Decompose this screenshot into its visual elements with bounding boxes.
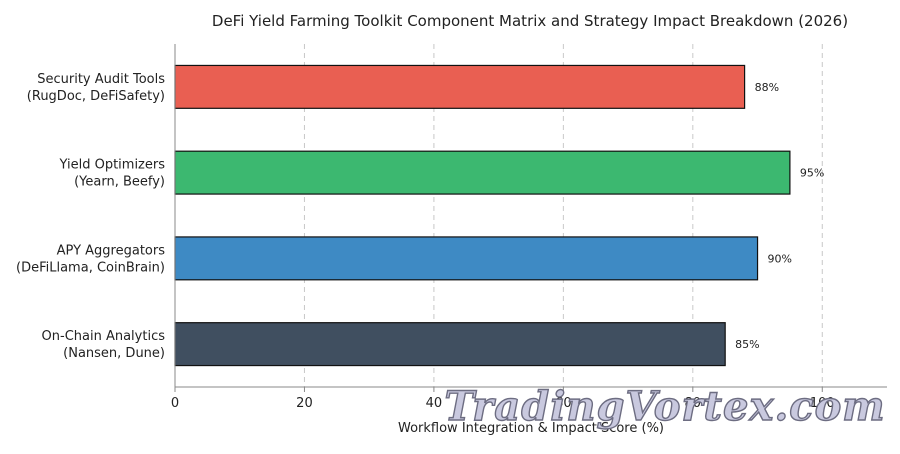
x-tick-label: 80 xyxy=(685,396,702,411)
x-tick-label: 100 xyxy=(810,396,835,411)
category-label-line: APY Aggregators xyxy=(57,243,166,258)
axes-layer: Security Audit Tools (RugDoc, DeFiSafety)… xyxy=(16,44,887,411)
category-label: Security Audit Tools (RugDoc, DeFiSafety) xyxy=(27,72,165,104)
category-label-line: (Nansen, Dune) xyxy=(63,346,165,361)
category-label-line: On-Chain Analytics xyxy=(42,329,166,344)
x-axis-label: Workflow Integration & Impact Score (%) xyxy=(398,421,664,436)
watermark-text: TradingVortex.com xyxy=(444,383,885,430)
x-tick-label: 0 xyxy=(171,396,179,411)
bar xyxy=(174,236,759,281)
x-tick-label: 60 xyxy=(555,396,572,411)
bars-layer: 88% 95% 90% 85% xyxy=(174,64,824,367)
data-label: 90% xyxy=(768,252,792,265)
chart-title: DeFi Yield Farming Toolkit Component Mat… xyxy=(212,12,848,30)
category-label-line: Security Audit Tools xyxy=(37,72,165,87)
x-tick-label: 20 xyxy=(296,396,313,411)
bar xyxy=(174,150,791,195)
category-label-line: (DeFiLlama, CoinBrain) xyxy=(16,260,165,275)
category-label: Yield Optimizers (Yearn, Beefy) xyxy=(59,158,166,190)
bar xyxy=(174,64,746,109)
data-label: 88% xyxy=(755,81,779,94)
bar xyxy=(174,322,726,367)
category-label-line: (Yearn, Beefy) xyxy=(74,175,165,190)
x-tick-label: 40 xyxy=(426,396,443,411)
category-label-line: (RugDoc, DeFiSafety) xyxy=(27,89,165,104)
category-label: APY Aggregators (DeFiLlama, CoinBrain) xyxy=(16,243,165,275)
watermark: TradingVortex.com xyxy=(444,382,886,430)
category-label: On-Chain Analytics (Nansen, Dune) xyxy=(42,329,166,361)
category-label-line: Yield Optimizers xyxy=(59,158,166,173)
data-label: 95% xyxy=(800,167,824,180)
data-label: 85% xyxy=(735,338,759,351)
